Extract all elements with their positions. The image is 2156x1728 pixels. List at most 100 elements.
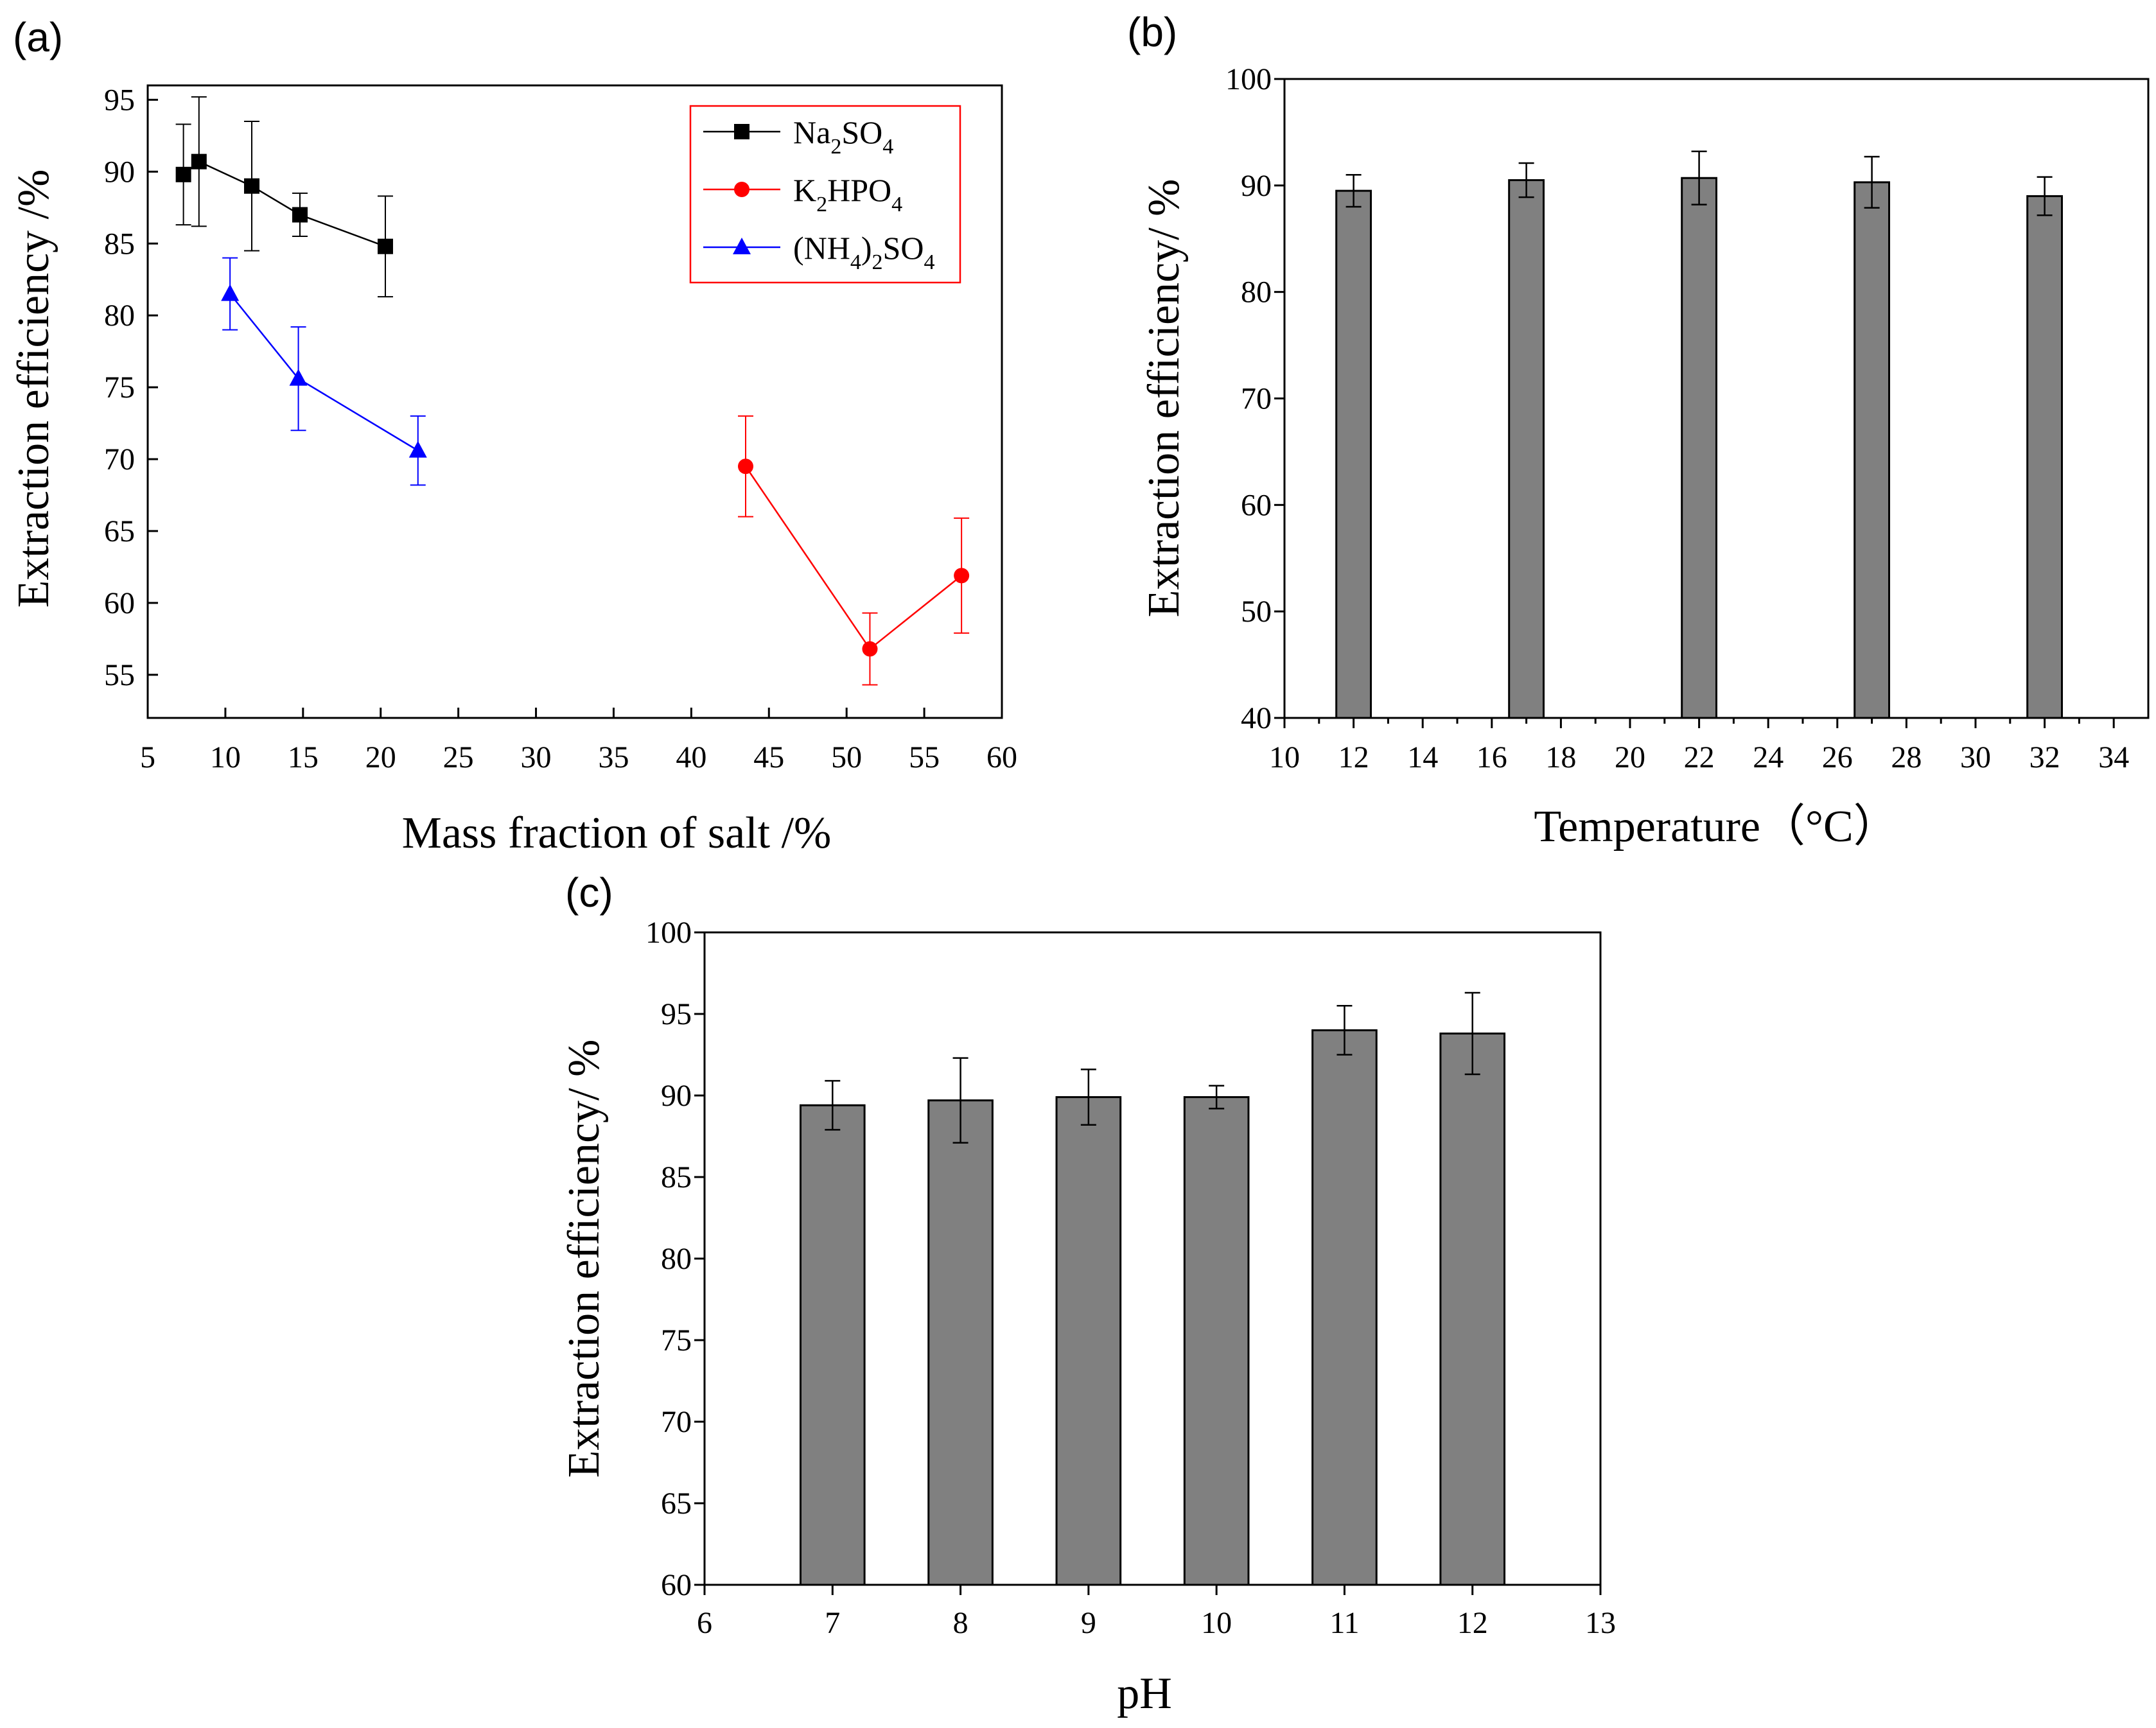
x-tick-label: 11 [1329, 1606, 1359, 1640]
x-tick-label: 6 [697, 1606, 712, 1640]
x-tick-label: 26 [1822, 740, 1853, 774]
legend-marker [734, 124, 749, 139]
bar [1854, 181, 1890, 719]
x-tick-label: 5 [140, 740, 155, 774]
panel-a-chart: (a) 5 10 15 20 25 30 35 40 45 50 55 60 55 60 65 70 75 80 85… [9, 14, 1017, 858]
y-tick-label: 85 [661, 1160, 692, 1194]
y-tick-label: 50 [1241, 595, 1272, 629]
legend-marker [733, 238, 751, 254]
legend-subscript: 2 [816, 193, 827, 216]
panel-c-chart: (c) 6 7 8 9 10 11 12 13 60 65 70 75 80 85 90 95 100 pH Extr… [559, 869, 1616, 1718]
data-point [244, 178, 260, 194]
x-tick-label: 14 [1407, 740, 1438, 774]
x-tick-label: 60 [986, 740, 1017, 774]
x-tick-label: 45 [753, 740, 784, 774]
series-line [744, 466, 962, 650]
x-tick-label: 16 [1477, 740, 1507, 774]
legend-subscript: 2 [830, 135, 841, 159]
y-tick-label: 80 [661, 1242, 692, 1276]
panel-b-chart: (b) 10 12 14 16 18 20 22 24 26 28 30 32 34 40 50 60 70 80 9… [1127, 9, 2150, 851]
y-tick-label: 65 [661, 1487, 692, 1521]
bar [927, 1099, 994, 1586]
y-tick-label: 75 [661, 1323, 692, 1357]
x-tick-label: 20 [365, 740, 396, 774]
y-tick-label: 90 [1241, 169, 1272, 203]
y-tick-label: 40 [1241, 701, 1272, 735]
x-axis-title: pH [1117, 1669, 1172, 1718]
legend-subscript: 4 [882, 135, 893, 159]
x-axis-title: Temperature（°C） [1534, 802, 1898, 851]
x-tick-label: 15 [288, 740, 319, 774]
x-tick-label: 9 [1081, 1606, 1096, 1640]
data-point [292, 207, 308, 223]
x-tick-label: 50 [831, 740, 862, 774]
y-tick-label: 75 [104, 371, 135, 405]
bar [1311, 1029, 1378, 1586]
x-tick-label: 35 [598, 740, 629, 774]
y-tick-label: 85 [104, 227, 135, 261]
x-tick-label: 25 [443, 740, 474, 774]
y-tick-label: 100 [1225, 62, 1272, 96]
series-line [182, 161, 386, 247]
y-tick-label: 65 [104, 514, 135, 548]
y-tick-label: 95 [104, 83, 135, 117]
series-line [229, 293, 419, 451]
y-tick-label: 70 [1241, 382, 1272, 416]
y-tick-label: 80 [104, 299, 135, 333]
x-tick-label: 13 [1585, 1606, 1616, 1640]
series-2 [221, 257, 427, 486]
legend-marker [734, 182, 749, 197]
x-tick-label: 12 [1338, 740, 1369, 774]
y-axis-title: Extraction efficiency /% [9, 170, 58, 608]
x-axis-title: Mass fraction of salt /% [402, 808, 832, 858]
x-tick-label: 7 [825, 1606, 840, 1640]
plot-frame [146, 84, 1003, 719]
y-tick-label: 90 [661, 1079, 692, 1113]
legend-text-part: (NH [793, 230, 850, 266]
data-point [221, 284, 240, 301]
legend-text-part: SO [841, 114, 882, 150]
data-point [289, 369, 308, 386]
legend-text-part: SO [883, 230, 924, 266]
x-tick-label: 22 [1684, 740, 1715, 774]
x-tick-label: 18 [1545, 740, 1576, 774]
data-point [175, 166, 191, 182]
legend-subscript: 2 [872, 250, 883, 274]
bar [1055, 1096, 1122, 1586]
bar [1183, 1096, 1250, 1586]
x-tick-label: 10 [210, 740, 241, 774]
x-tick-label: 40 [676, 740, 706, 774]
y-tick-label: 70 [661, 1405, 692, 1439]
data-point [408, 441, 427, 458]
x-tick-label: 10 [1201, 1606, 1232, 1640]
x-tick-label: 30 [1960, 740, 1991, 774]
legend-entry: (NH4)2SO4 [793, 230, 934, 274]
legend-entry: Na2SO4 [793, 114, 893, 159]
x-tick-label: 24 [1753, 740, 1784, 774]
y-tick-label: 100 [645, 916, 692, 950]
panel-label: (b) [1127, 9, 1177, 55]
bar [799, 1104, 866, 1586]
series-1 [738, 415, 970, 686]
x-tick-label: 20 [1615, 740, 1645, 774]
x-tick-label: 55 [909, 740, 940, 774]
legend-text-part: ) [861, 230, 872, 266]
bar [1335, 189, 1372, 719]
data-point [954, 568, 970, 584]
x-tick-label: 34 [2098, 740, 2129, 774]
panel-label: (a) [13, 14, 63, 60]
legend-text-part: Na [793, 114, 830, 150]
data-point [377, 238, 393, 254]
y-tick-label: 80 [1241, 275, 1272, 310]
y-axis-title: Extraction efficiency/ % [559, 1040, 609, 1478]
legend-subscript: 4 [850, 250, 861, 274]
bar [2026, 195, 2063, 719]
y-tick-label: 60 [1241, 488, 1272, 522]
x-tick-label: 8 [953, 1606, 968, 1640]
data-point [738, 458, 753, 475]
bar [1508, 179, 1545, 719]
legend-text-part: K [793, 172, 816, 208]
